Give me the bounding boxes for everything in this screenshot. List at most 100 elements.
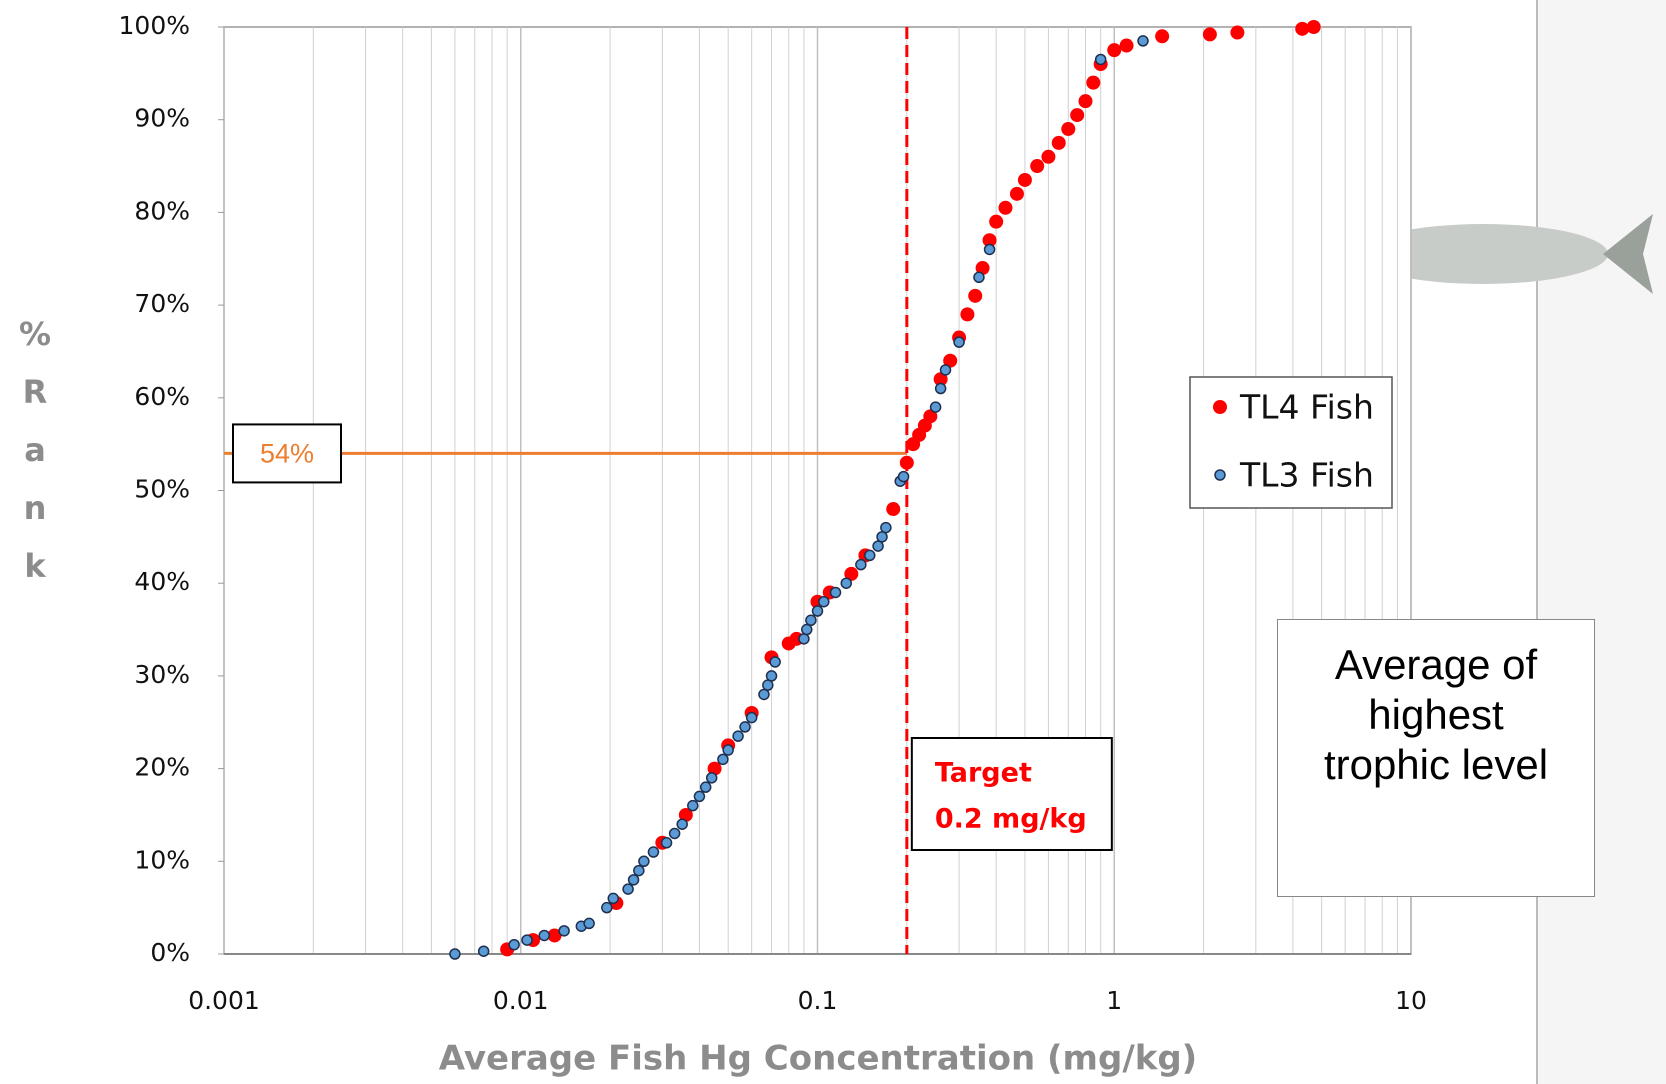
point	[1078, 94, 1092, 108]
point	[723, 745, 733, 755]
rank-label: 54%	[260, 439, 314, 469]
point	[662, 838, 672, 848]
side-note: Average of highest trophic level	[1277, 619, 1595, 897]
chart: Average Fish Hg Concentration (mg/kg) 0.…	[0, 0, 1666, 1084]
point	[931, 402, 941, 412]
point	[841, 578, 851, 588]
point	[602, 903, 612, 913]
point	[539, 930, 549, 940]
y-tick-label: 20%	[134, 753, 190, 782]
point	[1052, 136, 1066, 150]
point	[799, 634, 809, 644]
point	[634, 866, 644, 876]
x-tick-label: 0.1	[798, 986, 838, 1015]
target-label: Target	[935, 758, 1032, 789]
point	[819, 597, 829, 607]
point	[559, 926, 569, 936]
point	[960, 307, 974, 321]
point	[522, 935, 532, 945]
y-tick-label: 50%	[134, 475, 190, 504]
point	[1041, 150, 1055, 164]
point	[865, 550, 875, 560]
point	[670, 828, 680, 838]
point	[998, 201, 1012, 215]
point	[900, 456, 914, 470]
point	[584, 918, 594, 928]
point	[1030, 159, 1044, 173]
point	[831, 587, 841, 597]
point	[770, 657, 780, 667]
point	[1307, 20, 1321, 34]
point	[968, 289, 982, 303]
point	[954, 337, 964, 347]
point	[1138, 36, 1148, 46]
point	[763, 680, 773, 690]
point	[608, 893, 618, 903]
point	[856, 560, 866, 570]
legend-label: TL4 Fish	[1239, 388, 1374, 427]
x-tick-label: 1	[1106, 986, 1122, 1015]
y-tick-label: 90%	[134, 104, 190, 133]
point	[881, 523, 891, 533]
point	[479, 946, 489, 956]
y-axis-label: %Rank	[16, 315, 54, 605]
point	[509, 940, 519, 950]
point	[1120, 39, 1134, 53]
point	[707, 773, 717, 783]
point	[767, 671, 777, 681]
point	[941, 365, 951, 375]
legend-marker	[1215, 470, 1225, 480]
point	[629, 875, 639, 885]
point	[1155, 29, 1169, 43]
x-tick-label: 10	[1395, 986, 1427, 1015]
point	[623, 884, 633, 894]
point	[1230, 26, 1244, 40]
point	[1010, 187, 1024, 201]
point	[733, 731, 743, 741]
point	[936, 384, 946, 394]
point	[802, 625, 812, 635]
point	[639, 856, 649, 866]
y-tick-label: 100%	[119, 11, 190, 40]
point	[688, 801, 698, 811]
point	[1107, 43, 1121, 57]
point	[1018, 173, 1032, 187]
point	[1061, 122, 1075, 136]
y-tick-label: 0%	[150, 938, 190, 967]
legend-marker	[1213, 400, 1227, 414]
page: Average Fish Hg Concentration (mg/kg) 0.…	[0, 0, 1666, 1084]
point	[450, 949, 460, 959]
legend-label: TL3 Fish	[1239, 456, 1374, 495]
y-tick-label: 60%	[134, 382, 190, 411]
point	[1203, 27, 1217, 41]
y-tick-label: 40%	[134, 567, 190, 596]
point	[877, 532, 887, 542]
point	[899, 472, 909, 482]
y-tick-label: 70%	[134, 289, 190, 318]
point	[974, 272, 984, 282]
point	[677, 819, 687, 829]
point	[747, 713, 757, 723]
point	[740, 722, 750, 732]
point	[1096, 54, 1106, 64]
point	[718, 754, 728, 764]
point	[813, 606, 823, 616]
x-tick-label: 0.001	[188, 986, 260, 1015]
target-label: 0.2 mg/kg	[935, 804, 1087, 835]
point	[985, 244, 995, 254]
point	[873, 541, 883, 551]
x-axis-label: Average Fish Hg Concentration (mg/kg)	[439, 1039, 1197, 1079]
point	[648, 847, 658, 857]
side-panel	[1537, 0, 1666, 1084]
y-tick-label: 10%	[134, 845, 190, 874]
point	[886, 502, 900, 516]
point	[701, 782, 711, 792]
y-tick-label: 30%	[134, 660, 190, 689]
point	[989, 215, 1003, 229]
point	[1086, 76, 1100, 90]
x-tick-label: 0.01	[493, 986, 549, 1015]
point	[694, 791, 704, 801]
point	[759, 689, 769, 699]
point	[1070, 108, 1084, 122]
y-tick-label: 80%	[134, 196, 190, 225]
